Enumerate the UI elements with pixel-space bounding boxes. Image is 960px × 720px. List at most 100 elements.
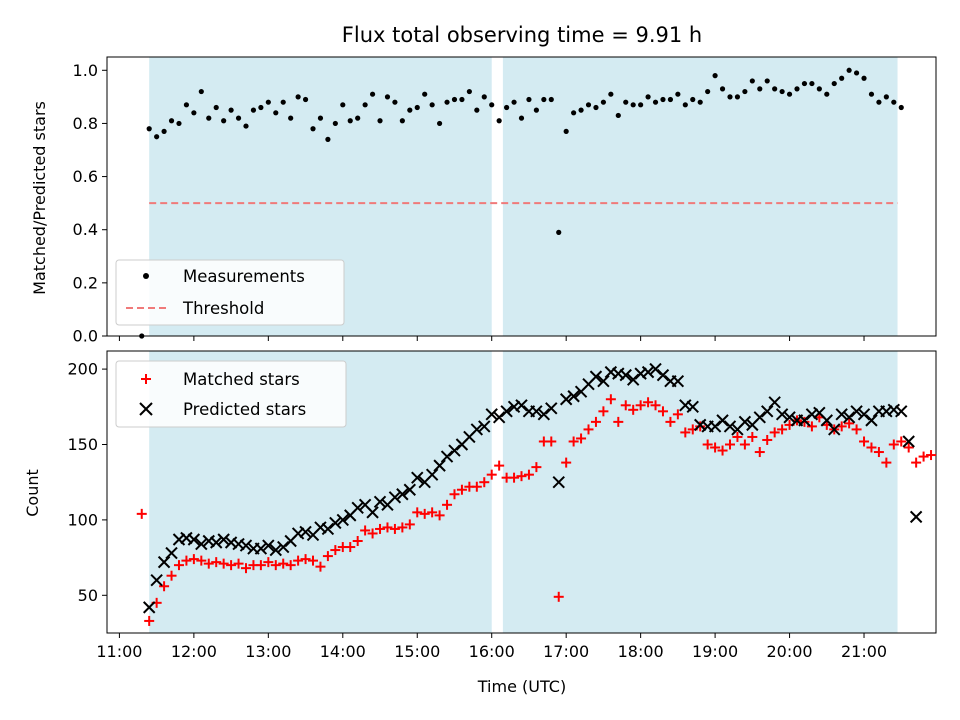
measurements-legend-marker	[143, 273, 149, 279]
matched-stars-point	[635, 400, 646, 411]
top-legend: Measurements Threshold	[115, 259, 345, 326]
chart-title: Flux total observing time = 9.91 h	[342, 23, 702, 47]
predicted-legend-marker	[139, 402, 153, 416]
bottom-x-tick-label: 19:00	[692, 642, 738, 661]
predicted-stars-point	[217, 533, 230, 546]
matched-stars-point	[859, 436, 870, 447]
matched-stars-point	[456, 484, 467, 495]
predicted-stars-point	[366, 506, 379, 519]
bottom-y-axis-label: Count	[23, 469, 42, 517]
measurement-point	[667, 96, 674, 103]
predicted-stars-point	[895, 405, 908, 418]
measurement-point	[474, 107, 480, 113]
bottom-y-tick-label: 150	[67, 435, 98, 454]
measurement-point	[414, 104, 420, 111]
predicted-stars-point	[433, 459, 446, 472]
bottom-x-tick-label: 15:00	[394, 642, 440, 661]
predicted-stars-point	[425, 468, 439, 481]
matched-stars-point	[397, 522, 408, 533]
measurement-point	[459, 96, 465, 103]
predicted-stars-point	[329, 516, 342, 530]
matched-stars-point	[255, 560, 266, 571]
matched-stars-point	[568, 436, 579, 447]
matched-stars-point	[769, 427, 780, 438]
predicted-stars-point	[671, 374, 685, 388]
measurement-point	[429, 102, 435, 108]
matched-stars-point	[211, 557, 222, 568]
predicted-legend-label: Predicted stars	[183, 400, 306, 419]
bottom-axes-frame	[106, 350, 937, 634]
matched-stars-point	[695, 421, 706, 432]
matched-stars-point	[881, 457, 892, 468]
measurement-point	[824, 91, 830, 97]
matched-stars-point	[516, 471, 527, 482]
measurement-point	[407, 107, 413, 113]
measurement-point	[801, 80, 808, 87]
matched-stars-point	[710, 442, 721, 453]
predicted-stars-point	[165, 546, 178, 560]
matched-stars-point	[389, 523, 400, 534]
predicted-stars-point	[195, 537, 208, 551]
measurement-point	[853, 70, 860, 76]
matched-stars-point	[598, 406, 609, 417]
measurement-point	[481, 94, 487, 100]
measurement-point	[273, 110, 279, 116]
matched-stars-point	[360, 525, 371, 536]
measurement-point	[325, 136, 331, 142]
matched-stars-point	[263, 557, 274, 568]
predicted-stars-point	[485, 408, 498, 421]
measurement-point	[727, 94, 733, 100]
matched-stars-point	[136, 508, 147, 519]
matched-stars-point	[144, 615, 155, 626]
matched-stars-point	[724, 439, 735, 450]
matched-stars-point	[240, 563, 251, 574]
measurement-point	[630, 102, 636, 108]
predicted-stars-point	[351, 501, 364, 515]
predicted-stars-point	[269, 543, 282, 557]
predicted-stars-point	[567, 390, 580, 403]
measurement-point	[504, 104, 510, 111]
matched-stars-point	[657, 406, 668, 417]
predicted-stars-point	[761, 405, 774, 418]
matched-stars-point	[308, 555, 319, 566]
matched-stars-point	[278, 558, 289, 569]
measurement-point	[258, 104, 264, 111]
predicted-stars-point	[530, 405, 543, 418]
matched-stars-point	[226, 560, 237, 571]
bottom-y-tick-label: 100	[67, 510, 98, 529]
measurement-point	[265, 99, 271, 105]
top-plot: 0.0 0.2 0.4 0.6 0.8 1.0	[73, 56, 937, 346]
measurement-point	[608, 91, 614, 97]
predicted-stars-point	[589, 370, 603, 383]
bottom-x-tick-label: 11:00	[96, 642, 142, 661]
measurement-point	[250, 107, 257, 113]
predicted-stars-point	[619, 368, 632, 382]
top-y-tick-label: 1.0	[73, 61, 98, 80]
predicted-stars-point	[478, 420, 491, 433]
measurement-point	[794, 86, 800, 92]
measurement-point	[652, 99, 659, 105]
bottom-x-tick-label: 17:00	[543, 642, 589, 661]
matched-stars-point	[561, 457, 572, 468]
matched-stars-point	[285, 560, 296, 571]
measurement-point	[578, 107, 584, 113]
measurement-point	[563, 128, 569, 134]
measurement-point	[734, 94, 741, 100]
predicted-stars-point	[738, 415, 752, 429]
measurement-point	[571, 110, 577, 116]
bottom-x-tick-label: 12:00	[171, 642, 217, 661]
matched-stars-point	[427, 507, 438, 518]
predicted-stars-point	[783, 411, 796, 424]
measurement-point	[697, 99, 703, 105]
measurement-point	[347, 118, 353, 124]
measurement-point	[228, 107, 234, 113]
matched-stars-point	[672, 409, 683, 420]
measurement-point	[526, 96, 532, 103]
predicted-stars-point	[559, 393, 573, 406]
predicted-stars-point	[411, 471, 424, 484]
predicted-stars-point	[388, 491, 402, 504]
measurement-point	[831, 80, 837, 87]
predicted-stars-point	[835, 408, 848, 421]
predicted-stars-point	[641, 365, 655, 379]
